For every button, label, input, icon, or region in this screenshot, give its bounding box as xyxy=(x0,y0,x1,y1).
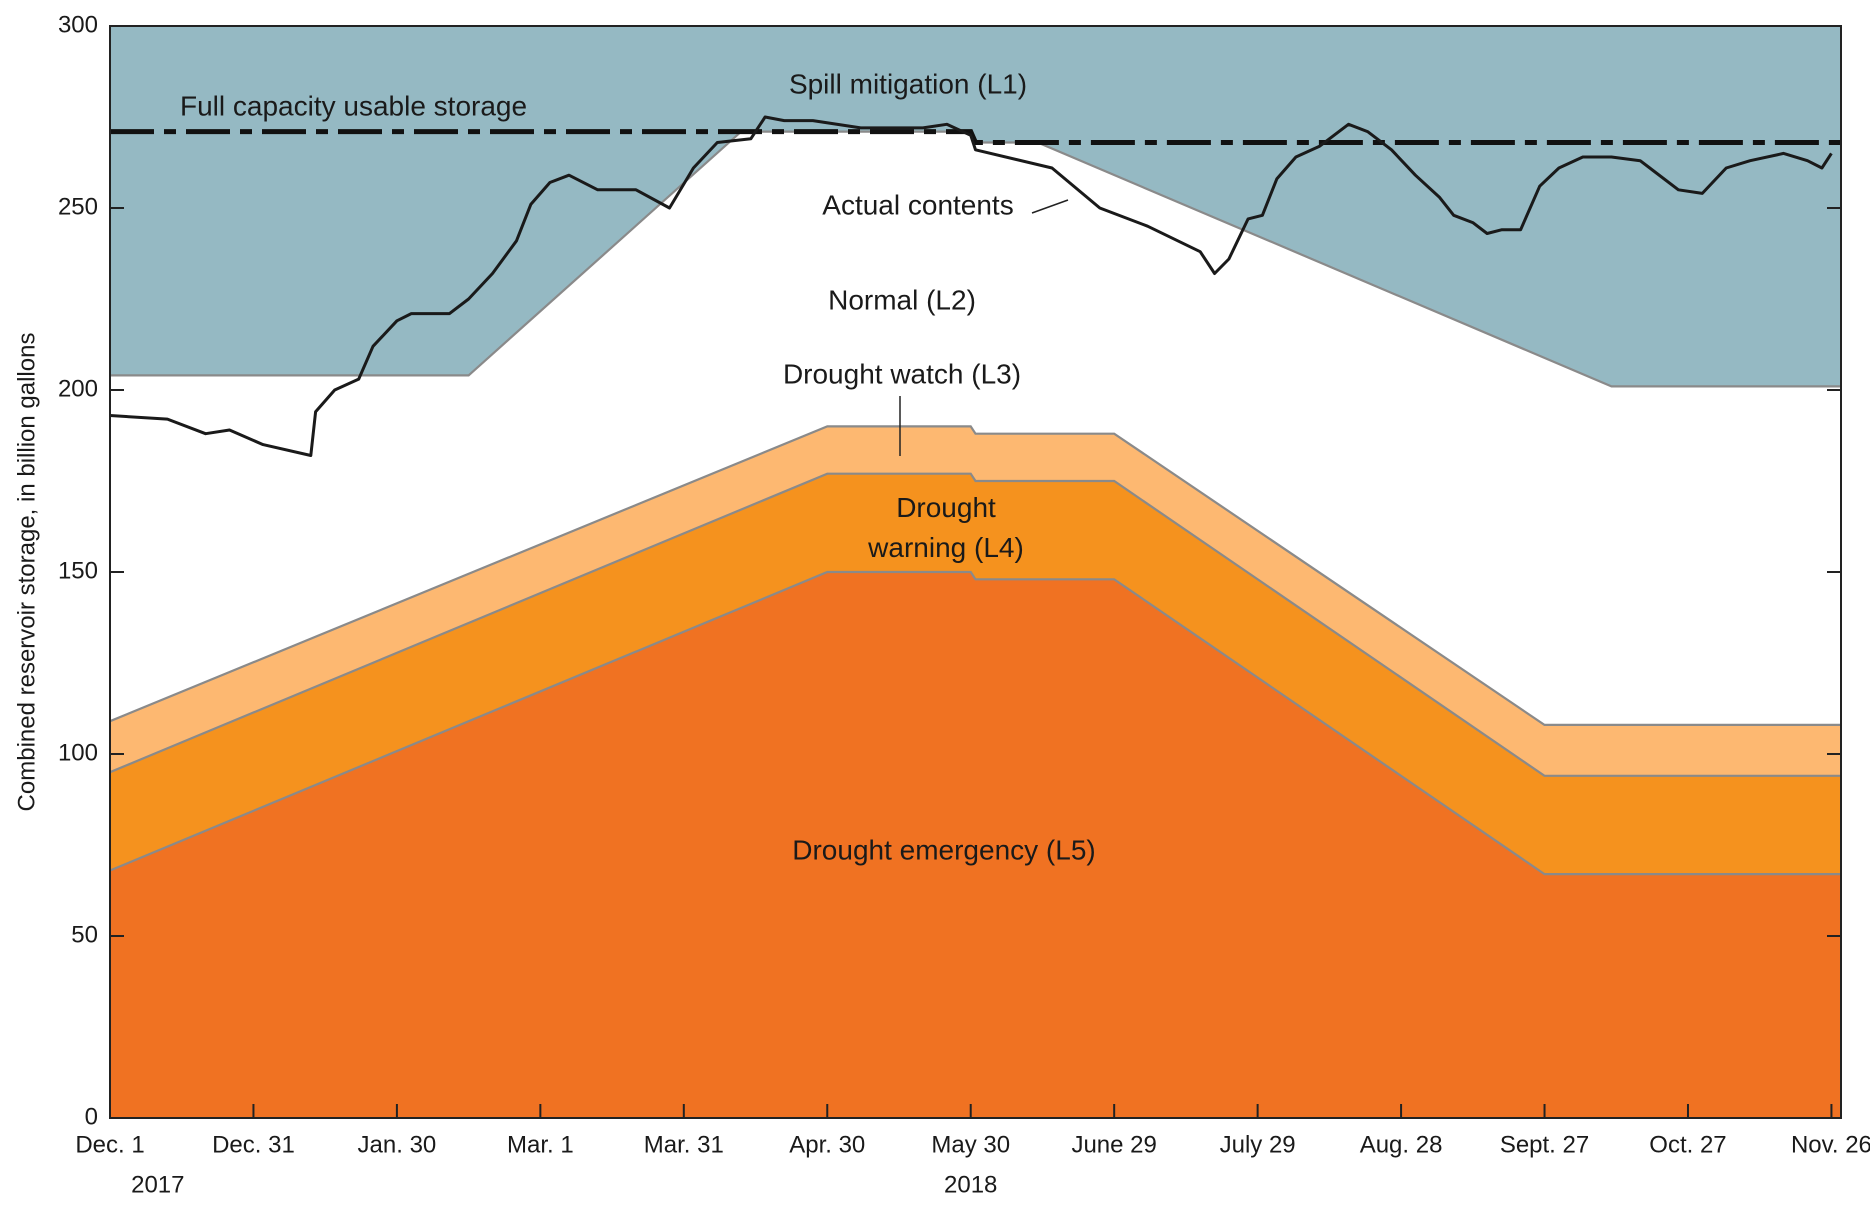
normal-label: Normal (L2) xyxy=(828,284,976,315)
y-tick-label: 50 xyxy=(71,921,98,948)
zone-fill xyxy=(110,26,1841,387)
x-tick-label: Dec. 31 xyxy=(212,1131,295,1158)
y-tick-label: 100 xyxy=(58,739,98,766)
emergency-label: Drought emergency (L5) xyxy=(792,834,1095,865)
y-tick-label: 250 xyxy=(58,193,98,220)
x-tick-label: Mar. 31 xyxy=(644,1131,724,1158)
year-label: 2017 xyxy=(131,1171,184,1198)
x-tick-label: Sept. 27 xyxy=(1500,1131,1589,1158)
actual-leader xyxy=(1031,199,1069,214)
x-tick-label: Nov. 26 xyxy=(1791,1131,1870,1158)
y-axis-label: Combined reservoir storage, in billion g… xyxy=(13,333,40,812)
spill-label: Spill mitigation (L1) xyxy=(789,68,1027,99)
zone-boundary xyxy=(109,570,1841,876)
x-tick-label: Jan. 30 xyxy=(358,1131,437,1158)
zone-fill xyxy=(110,426,1841,776)
x-tick-label: June 29 xyxy=(1071,1131,1156,1158)
actual-contents-line xyxy=(109,115,1833,457)
x-tick-label: July 29 xyxy=(1220,1131,1296,1158)
full-capacity-label: Full capacity usable storage xyxy=(180,90,527,121)
y-tick-label: 0 xyxy=(85,1103,98,1130)
x-tick-label: Mar. 1 xyxy=(507,1131,574,1158)
actual-label: Actual contents xyxy=(822,189,1013,220)
x-tick-label: Oct. 27 xyxy=(1649,1131,1726,1158)
x-tick-label: Dec. 1 xyxy=(75,1131,144,1158)
zone-fill xyxy=(110,572,1841,1118)
year-label: 2018 xyxy=(944,1171,997,1198)
watch-label: Drought watch (L3) xyxy=(783,358,1021,389)
y-tick-label: 150 xyxy=(58,557,98,584)
zone-boundary xyxy=(109,425,1841,726)
x-tick-label: Apr. 30 xyxy=(789,1131,865,1158)
x-tick-label: Aug. 28 xyxy=(1360,1131,1443,1158)
full-capacity-line xyxy=(110,129,1841,145)
y-tick-label: 300 xyxy=(58,11,98,38)
y-tick-label: 200 xyxy=(58,375,98,402)
zone-boundary xyxy=(109,472,1841,777)
warning-label-box: Drought warning (L4) xyxy=(868,492,1024,563)
x-tick-label: May 30 xyxy=(931,1131,1010,1158)
zone-fill xyxy=(110,473,1841,875)
warning-label: Drought warning (L4) xyxy=(868,492,1024,563)
